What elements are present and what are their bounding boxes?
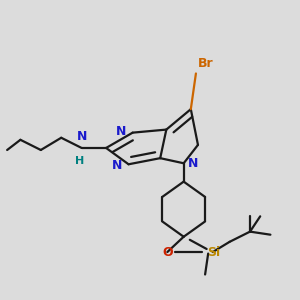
Text: O: O xyxy=(162,245,173,259)
Text: Si: Si xyxy=(207,245,220,259)
Text: N: N xyxy=(112,159,122,172)
Text: Br: Br xyxy=(197,57,213,70)
Text: N: N xyxy=(76,130,87,143)
Text: H: H xyxy=(76,156,85,166)
Text: N: N xyxy=(188,157,199,170)
Text: N: N xyxy=(116,124,127,138)
